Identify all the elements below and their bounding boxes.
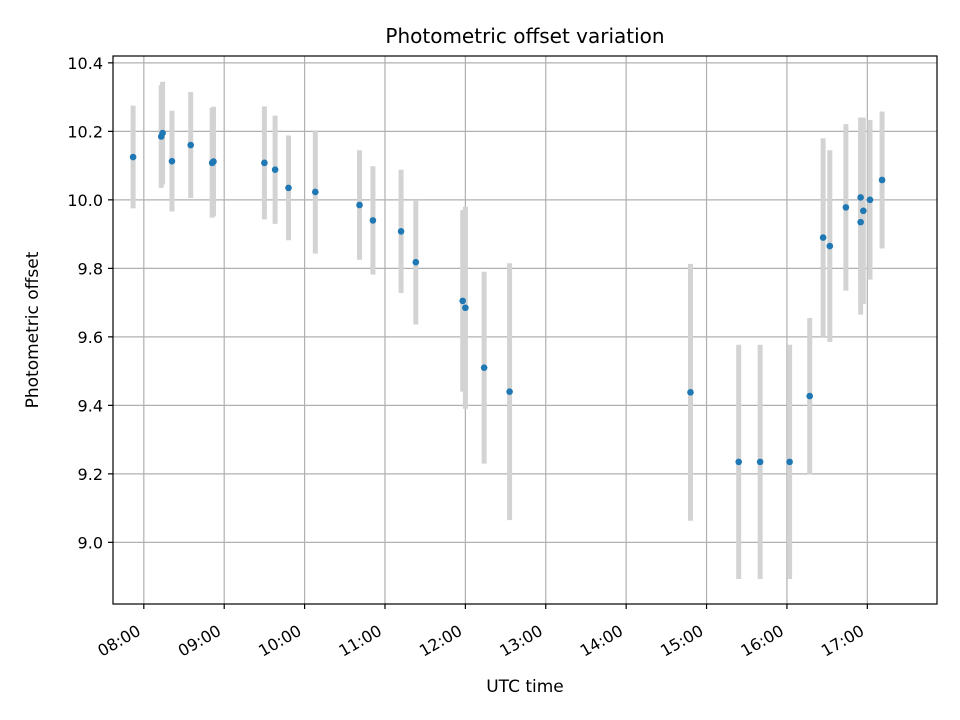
- data-point: [756, 458, 764, 466]
- data-point: [819, 234, 827, 241]
- y-tick-label: 9.8: [78, 259, 103, 278]
- data-point: [806, 392, 814, 400]
- data-points: [129, 129, 886, 466]
- data-point: [506, 388, 513, 395]
- y-tick-label: 9.0: [78, 533, 103, 552]
- y-tick-label: 10.4: [67, 54, 103, 73]
- data-point: [369, 217, 377, 224]
- data-point: [857, 194, 864, 201]
- data-point: [159, 129, 166, 137]
- data-point: [210, 158, 217, 165]
- data-point: [480, 364, 488, 371]
- data-point: [271, 166, 279, 174]
- data-point: [412, 258, 420, 266]
- data-point: [878, 176, 886, 184]
- data-point: [842, 204, 850, 211]
- grid: [113, 56, 937, 604]
- data-point: [397, 228, 405, 235]
- data-point: [860, 207, 867, 215]
- x-axis-label: UTC time: [486, 677, 564, 697]
- y-tick-label: 10.2: [67, 122, 103, 141]
- chart-title: Photometric offset variation: [385, 24, 664, 48]
- data-point: [459, 297, 466, 305]
- y-axis-label: Photometric offset: [23, 251, 43, 408]
- y-tick-label: 10.0: [67, 191, 103, 210]
- data-point: [735, 458, 743, 466]
- y-tick-label: 9.6: [78, 328, 103, 347]
- data-point: [261, 159, 268, 167]
- data-point: [786, 458, 793, 466]
- data-point: [866, 196, 874, 204]
- y-tick-label: 9.4: [78, 396, 103, 415]
- data-point: [356, 201, 363, 209]
- data-point: [129, 153, 137, 161]
- data-point: [285, 184, 292, 192]
- data-point: [826, 242, 834, 250]
- data-point: [687, 389, 694, 396]
- data-point: [312, 188, 319, 196]
- plot-frame: [112, 55, 938, 605]
- y-tick-label: 9.2: [78, 465, 103, 484]
- data-point: [187, 141, 195, 149]
- data-point: [462, 304, 469, 312]
- data-point: [168, 157, 176, 165]
- data-point: [857, 218, 864, 226]
